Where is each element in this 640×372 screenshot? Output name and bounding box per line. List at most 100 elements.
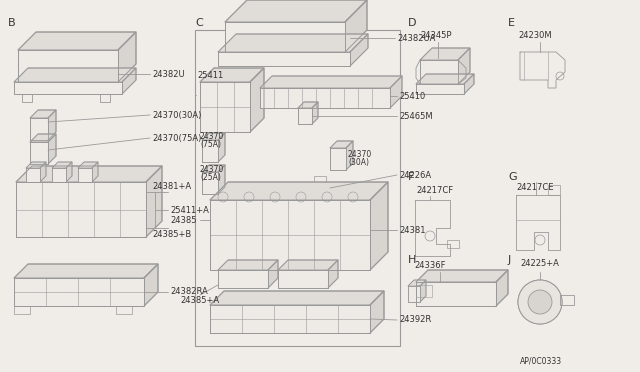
Polygon shape — [200, 82, 250, 132]
Polygon shape — [144, 264, 158, 306]
Polygon shape — [218, 133, 225, 162]
Polygon shape — [420, 60, 458, 84]
Polygon shape — [464, 74, 474, 94]
Polygon shape — [390, 76, 402, 108]
Polygon shape — [250, 68, 264, 132]
Polygon shape — [92, 162, 98, 182]
Polygon shape — [18, 32, 136, 50]
Bar — [416, 285, 432, 297]
Text: 24370(75A): 24370(75A) — [152, 134, 202, 142]
Text: 24336F: 24336F — [414, 261, 445, 270]
Bar — [195, 30, 400, 346]
Text: 25411+A: 25411+A — [170, 205, 209, 215]
Polygon shape — [416, 282, 496, 306]
Polygon shape — [48, 134, 56, 164]
Text: 24370: 24370 — [200, 165, 224, 174]
Polygon shape — [16, 166, 162, 182]
Polygon shape — [48, 110, 56, 140]
Polygon shape — [218, 260, 278, 270]
Text: 24226A: 24226A — [399, 170, 431, 180]
Text: 24370(30A): 24370(30A) — [152, 110, 202, 119]
Polygon shape — [78, 168, 92, 182]
Text: 24382UA: 24382UA — [397, 33, 435, 42]
Text: 24370: 24370 — [200, 132, 224, 141]
Text: E: E — [508, 18, 515, 28]
Polygon shape — [30, 118, 48, 140]
Polygon shape — [416, 74, 474, 84]
Polygon shape — [66, 162, 72, 182]
Text: 24370: 24370 — [348, 150, 372, 159]
Polygon shape — [370, 182, 388, 270]
Polygon shape — [278, 270, 328, 288]
Polygon shape — [350, 34, 368, 66]
Text: G: G — [508, 172, 516, 182]
Text: 24385: 24385 — [170, 215, 197, 224]
Text: 25465M: 25465M — [399, 112, 433, 121]
Polygon shape — [200, 68, 264, 82]
Polygon shape — [330, 148, 346, 170]
Polygon shape — [408, 286, 420, 302]
Bar — [548, 185, 560, 195]
Polygon shape — [496, 270, 508, 306]
Polygon shape — [298, 108, 312, 124]
Polygon shape — [416, 270, 508, 282]
Text: 24382U: 24382U — [152, 70, 184, 78]
Polygon shape — [30, 142, 48, 164]
Polygon shape — [14, 82, 122, 94]
Text: AP/0C0333: AP/0C0333 — [520, 356, 562, 365]
Text: J: J — [508, 255, 511, 265]
Polygon shape — [16, 182, 146, 237]
Polygon shape — [298, 102, 318, 108]
Text: (75A): (75A) — [200, 140, 221, 149]
Polygon shape — [260, 76, 402, 88]
Polygon shape — [14, 278, 144, 306]
Bar — [560, 295, 574, 305]
Polygon shape — [122, 68, 136, 94]
Text: 24381: 24381 — [399, 225, 426, 234]
Text: (25A): (25A) — [200, 173, 221, 182]
Bar — [22, 94, 32, 102]
Polygon shape — [14, 68, 136, 82]
Text: 24381+A: 24381+A — [152, 182, 191, 190]
Text: 24230M: 24230M — [518, 31, 552, 40]
Text: 25411: 25411 — [197, 71, 223, 80]
Polygon shape — [210, 182, 388, 200]
Text: H: H — [408, 255, 417, 265]
Polygon shape — [312, 102, 318, 124]
Polygon shape — [278, 260, 338, 270]
Text: 24217CE: 24217CE — [516, 183, 554, 192]
Text: (30A): (30A) — [348, 158, 369, 167]
Polygon shape — [118, 32, 136, 82]
Polygon shape — [458, 48, 470, 84]
Polygon shape — [202, 140, 218, 162]
Polygon shape — [345, 0, 367, 52]
Polygon shape — [420, 280, 426, 302]
Polygon shape — [225, 0, 367, 22]
Polygon shape — [210, 200, 370, 270]
Polygon shape — [268, 260, 278, 288]
Text: F: F — [408, 172, 414, 182]
Polygon shape — [26, 162, 46, 168]
Bar — [116, 306, 132, 314]
Polygon shape — [52, 162, 72, 168]
Text: C: C — [195, 18, 203, 28]
Polygon shape — [218, 165, 225, 194]
Circle shape — [518, 280, 562, 324]
Bar — [14, 306, 30, 314]
Polygon shape — [26, 168, 40, 182]
Polygon shape — [218, 34, 368, 52]
Text: 24385+B: 24385+B — [152, 230, 191, 238]
Text: 24225+A: 24225+A — [520, 259, 559, 268]
Polygon shape — [218, 52, 350, 66]
Polygon shape — [52, 168, 66, 182]
Polygon shape — [146, 166, 162, 237]
Text: 24345P: 24345P — [420, 31, 452, 40]
Polygon shape — [210, 291, 384, 305]
Polygon shape — [78, 162, 98, 168]
Polygon shape — [202, 165, 225, 172]
Polygon shape — [218, 270, 268, 288]
Polygon shape — [30, 134, 56, 142]
Polygon shape — [202, 133, 225, 140]
Text: 24392R: 24392R — [399, 315, 431, 324]
Polygon shape — [408, 280, 426, 286]
